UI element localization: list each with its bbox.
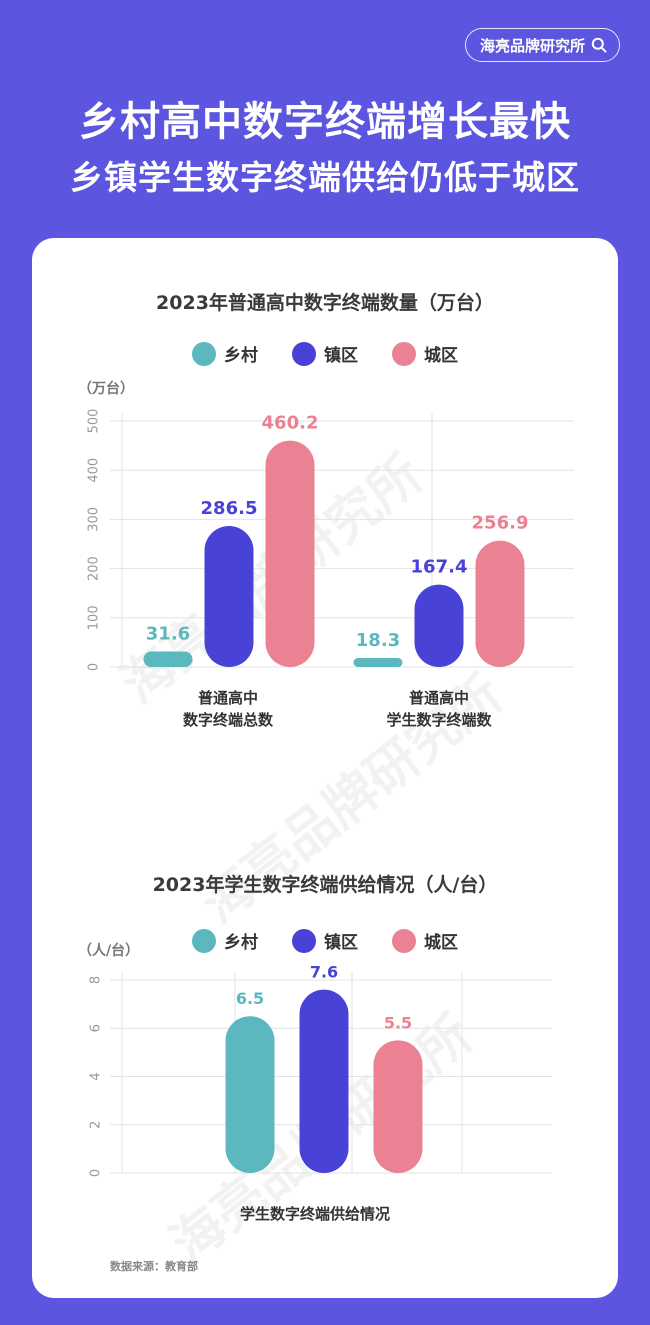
data-label: 167.4 (411, 557, 468, 578)
y-tick-label: 500 (87, 409, 102, 434)
chart1-ylabel: （万台） (78, 381, 134, 397)
chart2-title: 2023年学生数字终端供给情况（人/台） (152, 874, 498, 896)
search-icon (591, 37, 607, 53)
legend-swatch-urban (392, 341, 416, 366)
data-source: 数据来源：教育部 (110, 1260, 198, 1273)
brand-name: 海亮品牌研究所 (479, 36, 585, 55)
headline-line1: 乡村高中数字终端增长最快 (79, 99, 571, 145)
data-label: 6.5 (236, 989, 264, 1008)
legend-swatch-rural (192, 928, 216, 953)
legend-item-rural: 乡村 (192, 928, 258, 953)
bar-0-1 (353, 657, 403, 667)
y-tick-label: 300 (87, 507, 102, 532)
content-card: 海亮品牌研究所 海亮品牌研究所 海亮品牌研究所 2023年普通高中数字终端数量（… (32, 238, 618, 1298)
data-label: 31.6 (146, 623, 190, 644)
chart1-legend: 乡村 镇区 城区 (32, 341, 618, 366)
legend-item-town: 镇区 (292, 928, 358, 953)
y-tick-label: 0 (89, 1169, 104, 1177)
chart1-category-1: 普通高中 学生数字终端数 (369, 688, 509, 732)
data-label: 460.2 (262, 413, 319, 434)
chart1-plot: 0 100 200 300 400 500 31.6 18.3 286.5 167.4 460.2 2… (87, 409, 574, 671)
chart2-legend: 乡村 镇区 城区 (32, 928, 618, 953)
legend-label-urban: 城区 (424, 933, 458, 953)
legend-label-rural: 乡村 (224, 346, 258, 366)
legend-item-rural: 乡村 (192, 341, 258, 366)
bar-0-0 (143, 651, 193, 667)
legend-swatch-rural (192, 341, 216, 366)
legend-label-rural: 乡村 (224, 933, 258, 953)
y-tick-label: 200 (87, 556, 102, 581)
brand-badge[interactable]: 海亮品牌研究所 (464, 28, 620, 62)
chart1-category-0: 普通高中 数字终端总数 (158, 688, 298, 732)
y-tick-label: 8 (89, 976, 104, 984)
headline: 乡村高中数字终端增长最快 乡镇学生数字终端供给仍低于城区 (0, 98, 650, 198)
legend-label-town: 镇区 (324, 346, 358, 366)
bar-2-1 (475, 540, 525, 667)
legend-item-urban: 城区 (392, 928, 458, 953)
legend-item-town: 镇区 (292, 341, 358, 366)
bar-1-1 (414, 584, 464, 667)
bar-0-0 (225, 1016, 275, 1173)
y-tick-label: 2 (89, 1121, 104, 1129)
chart2-ylabel: （人/台） (78, 943, 140, 959)
y-tick-label: 400 (87, 458, 102, 483)
bar-2-0 (265, 440, 315, 667)
data-label: 18.3 (356, 630, 400, 651)
legend-label-urban: 城区 (424, 346, 458, 366)
data-label: 5.5 (384, 1013, 412, 1032)
y-tick-label: 4 (89, 1072, 104, 1080)
data-label: 7.6 (310, 963, 338, 982)
y-tick-label: 100 (87, 605, 102, 630)
legend-label-town: 镇区 (324, 933, 358, 953)
legend-item-urban: 城区 (392, 341, 458, 366)
data-label: 256.9 (472, 513, 529, 534)
bar-1-0 (204, 526, 254, 667)
y-tick-label: 0 (87, 663, 102, 671)
chart1-title: 2023年普通高中数字终端数量（万台） (156, 292, 494, 314)
chart2-category-0-text: 学生数字终端供给情况 (239, 1205, 390, 1223)
bar-2-0 (373, 1040, 423, 1173)
chart1-category-0-text: 普通高中 数字终端总数 (182, 689, 273, 729)
data-label: 286.5 (201, 498, 258, 519)
chart2-plot: 0 2 4 6 8 6.5 7.6 5.5 (89, 963, 552, 1177)
legend-swatch-town (292, 341, 316, 366)
y-tick-label: 6 (89, 1024, 104, 1032)
headline-line2: 乡镇学生数字终端供给仍低于城区 (70, 158, 580, 197)
chart2-category-0: 学生数字终端供给情况 (200, 1204, 430, 1226)
bar-1-0 (299, 989, 349, 1173)
legend-swatch-urban (392, 928, 416, 953)
legend-swatch-town (292, 928, 316, 953)
chart1-category-1-text: 普通高中 学生数字终端数 (386, 689, 492, 729)
